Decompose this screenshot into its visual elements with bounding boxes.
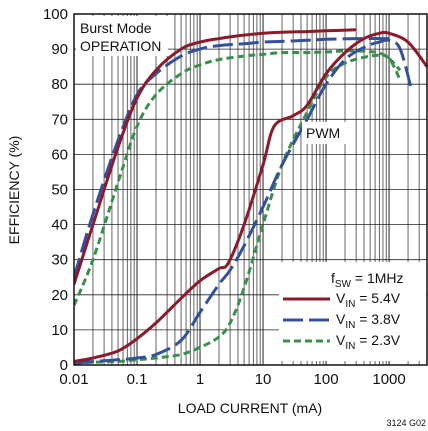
series-line-vin-3-8v [74,37,390,278]
series-line-vin-5-4v-pwm [74,30,428,363]
burst-mode-label-line2: OPERATION [80,38,161,54]
x-axis-title: LOAD CURRENT (mA) [178,400,322,416]
series-line-vin-2-3v [74,49,402,306]
pwm-label: PWM [306,125,340,141]
y-tick-label: 40 [51,217,68,234]
plot-frame [73,13,428,366]
x-tick-label: 1 [196,371,204,388]
y-tick-label: 90 [51,41,68,58]
y-tick-label: 100 [43,6,68,23]
y-tick-label: 70 [51,111,68,128]
series-line-vin-5-4v [74,28,357,285]
y-tick-label: 20 [51,287,68,304]
y-tick-labels: 0 10 20 30 40 50 60 70 80 90 100 [43,6,68,374]
pwm-label-box [302,122,346,144]
x-tick-labels: 0.01 0.1 1 10 100 1000 [59,371,405,388]
x-tick-label: 100 [314,371,339,388]
y-tick-label: 10 [51,322,68,339]
legend-title: fSW = 1MHz [331,270,404,290]
y-axis-title: EFFICIENCY (%) [6,136,22,245]
series-line-vin-3-8v-pwm [74,38,414,365]
y-tick-label: 60 [51,146,68,163]
legend-box [279,262,426,361]
y-tick-label: 80 [51,76,68,93]
x-tick-label: 0.1 [127,371,148,388]
x-tick-label: 1000 [372,371,405,388]
series-layer [74,28,428,365]
burst-mode-label-box [76,16,168,56]
y-tick-label: 50 [51,182,68,199]
legend-label-vin-5-4v: VIN = 5.4V [336,290,401,310]
legend-label-vin-2-3v: VIN = 2.3V [336,332,401,352]
burst-mode-label-line1: Burst Mode [80,20,152,36]
x-tick-label: 0.01 [59,371,88,388]
y-tick-label: 30 [51,252,68,269]
legend: fSW = 1MHz VIN = 5.4V VIN = 3.8V VIN = 2… [279,262,426,361]
figure-code: 3124 G02 [386,418,426,428]
legend-label-vin-3-8v: VIN = 3.8V [336,311,401,331]
x-tick-label: 10 [255,371,272,388]
y-tick-label: 0 [60,357,68,374]
